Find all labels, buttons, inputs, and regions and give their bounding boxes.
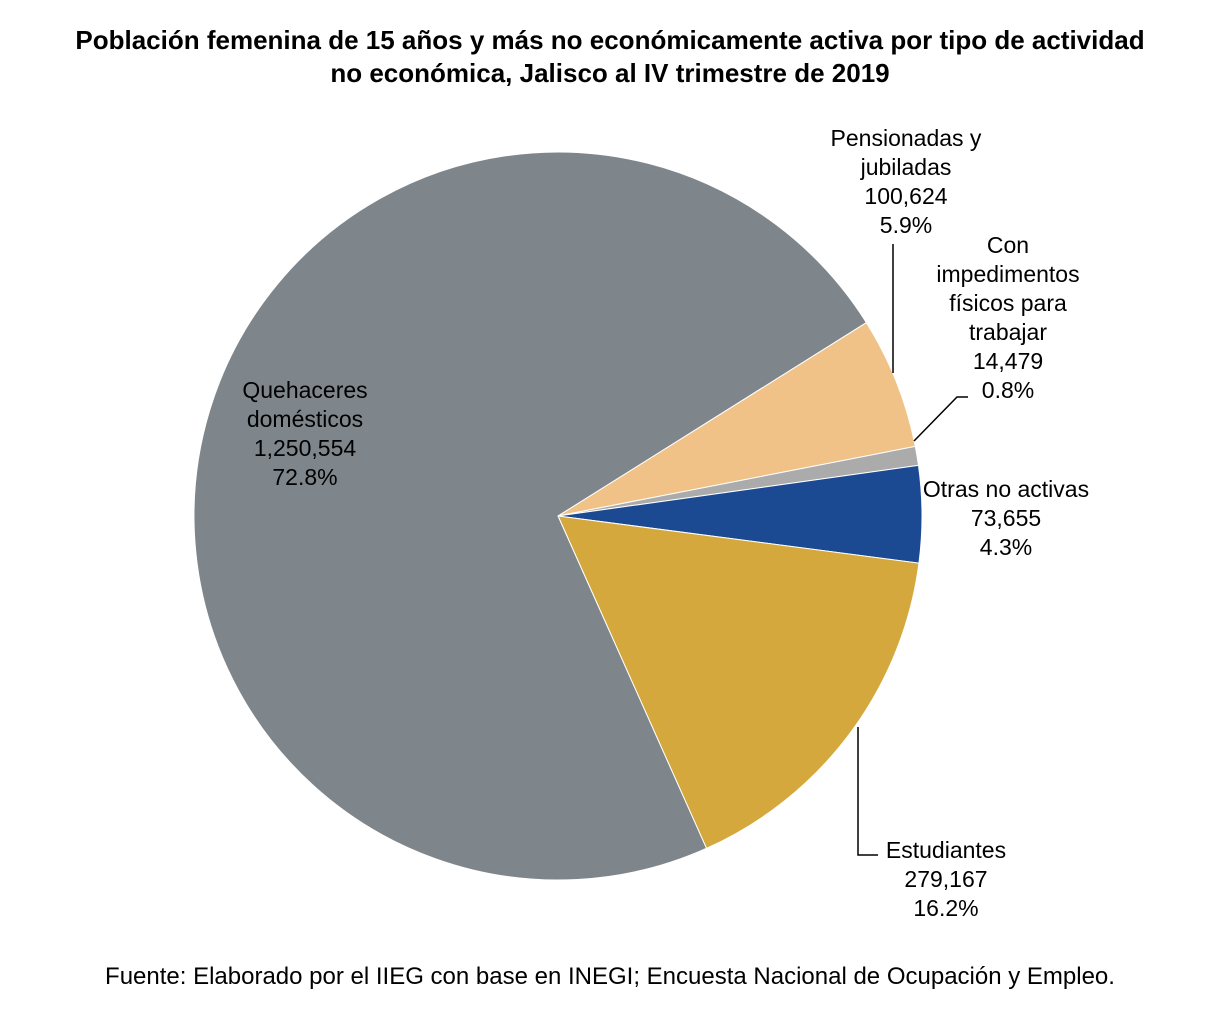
data-label-otras-no-activas: Otras no activas 73,655 4.3% <box>923 476 1089 560</box>
pie-slice-quehaceres-domesticos <box>193 151 868 881</box>
data-label-estudiantes: Estudiantes 279,167 16.2% <box>886 837 1006 921</box>
leader-line-estudiantes <box>857 727 878 856</box>
data-labels: Pensionadas y jubiladas 100,624 5.9%Con impe… <box>242 125 1089 921</box>
data-label-pensionadas-y-jubiladas: Pensionadas y jubiladas 100,624 5.9% <box>831 125 982 238</box>
chart-title: Población femenina de 15 años y más no e… <box>0 24 1220 90</box>
chart-title-line-1: Población femenina de 15 años y más no e… <box>75 25 1145 55</box>
data-label-con-impedimentos-fisicos-para-trabajar: Con impedimentos físicos para trabajar 14,47… <box>936 232 1079 403</box>
pie-slice-pensionadas-y-jubiladas <box>557 321 916 517</box>
pie-slice-estudiantes <box>557 515 920 850</box>
pie-slices <box>193 151 923 881</box>
leader-line-con-impedimentos-fisicos-para-trabajar <box>913 396 968 442</box>
data-label-quehaceres-domesticos: Quehaceres domésticos 1,250,554 72.8% <box>242 377 367 490</box>
chart-title-line-2: no económica, Jalisco al IV trimestre de… <box>330 58 890 88</box>
leader-lines <box>857 244 968 856</box>
source-note: Fuente: Elaborado por el IIEG con base e… <box>105 963 1115 990</box>
